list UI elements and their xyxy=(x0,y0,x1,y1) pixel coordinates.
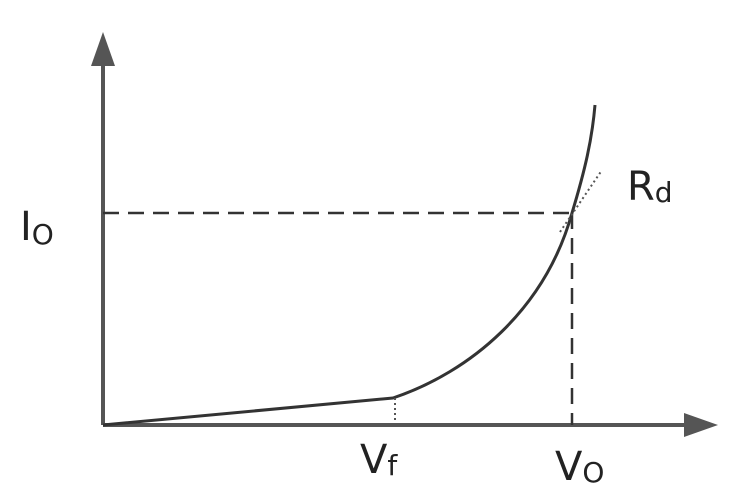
label-sub: O xyxy=(32,218,54,251)
x-axis-arrow xyxy=(684,413,718,437)
label-sub: O xyxy=(582,456,604,489)
label-main: R xyxy=(627,164,655,210)
y-axis-arrow xyxy=(91,32,115,66)
label-sub: f xyxy=(387,449,398,482)
label-sub: d xyxy=(655,176,673,209)
operating-voltage-label: VO xyxy=(555,444,604,490)
resistance-label: Rd xyxy=(627,164,673,210)
forward-voltage-label: Vf xyxy=(360,437,398,483)
iv-curve xyxy=(102,104,597,427)
label-main: V xyxy=(360,437,388,483)
current-label: IO xyxy=(20,204,54,251)
label-main: V xyxy=(555,444,583,490)
label-main: I xyxy=(20,204,32,250)
